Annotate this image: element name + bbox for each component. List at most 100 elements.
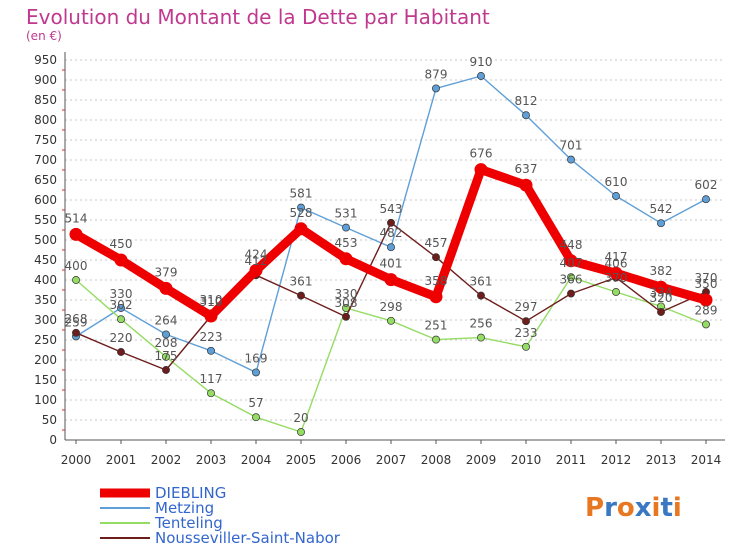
data-point — [207, 346, 215, 355]
chart-title: Evolution du Montant de la Dette par Hab… — [26, 5, 490, 29]
data-label: 370 — [695, 271, 718, 285]
series-diebling — [69, 163, 713, 323]
data-label: 676 — [470, 147, 493, 161]
series-group — [69, 72, 713, 436]
axes — [62, 52, 725, 444]
y-tick-label: 700 — [34, 153, 57, 167]
data-label: 268 — [65, 312, 88, 326]
data-label: 701 — [560, 139, 583, 153]
legend-label: Metzing — [155, 499, 214, 517]
data-label: 581 — [290, 187, 313, 201]
data-label: 310 — [200, 295, 223, 309]
data-point — [702, 320, 710, 329]
data-point — [114, 253, 128, 267]
data-label: 169 — [245, 351, 268, 365]
data-point — [162, 366, 170, 374]
data-label: 251 — [425, 319, 448, 333]
data-point — [252, 413, 260, 422]
data-label: 637 — [515, 162, 538, 176]
data-label: 20 — [293, 411, 308, 425]
data-label: 400 — [65, 259, 88, 273]
data-label: 259 — [65, 315, 88, 329]
data-label: 379 — [155, 265, 178, 279]
data-label: 264 — [155, 313, 178, 327]
data-point — [477, 72, 485, 80]
y-tick-label: 200 — [34, 353, 57, 367]
data-label: 812 — [515, 94, 538, 108]
series-metzing — [72, 72, 710, 377]
y-tick-label: 50 — [42, 413, 57, 427]
chart-subtitle: (en €) — [26, 29, 62, 43]
data-point — [564, 254, 578, 268]
data-point — [159, 281, 173, 295]
data-point — [117, 315, 125, 324]
data-label: 175 — [155, 349, 178, 363]
data-point — [387, 316, 395, 325]
data-label: 310 — [200, 293, 223, 307]
y-tick-label: 400 — [34, 273, 57, 287]
data-label: 334 — [650, 285, 673, 299]
data-point — [657, 219, 665, 228]
x-tick-label: 2000 — [61, 453, 92, 467]
y-tick-label: 350 — [34, 293, 57, 307]
data-point — [384, 273, 398, 287]
legend-label: Nousseviller-Saint-Nabor — [155, 529, 341, 547]
x-tick-labels: 2000 2001 2002 2003 2004 2005 2006 2007 2008 2009… — [61, 453, 722, 467]
data-label: 223 — [200, 330, 223, 344]
data-point — [204, 309, 218, 323]
data-label: 117 — [200, 372, 223, 386]
logo-letter: P — [585, 493, 604, 523]
data-point — [69, 227, 83, 241]
data-point — [432, 84, 440, 93]
y-tick-label: 600 — [34, 193, 57, 207]
data-label: 361 — [290, 275, 313, 289]
data-label: 308 — [335, 296, 358, 310]
data-label: 256 — [470, 317, 493, 331]
x-tick-label: 2001 — [106, 453, 137, 467]
logo-letter: r — [604, 493, 617, 523]
proxiti-logo: Proxiti — [585, 493, 682, 523]
data-label: 406 — [605, 257, 628, 271]
y-tick-label: 300 — [34, 313, 57, 327]
data-label: 910 — [470, 55, 493, 69]
data-point — [609, 266, 623, 280]
data-point — [387, 243, 395, 252]
data-label: 450 — [110, 237, 133, 251]
logo-letter: o — [617, 493, 635, 523]
data-point — [342, 312, 350, 321]
data-point — [117, 304, 125, 312]
data-point — [429, 290, 443, 304]
data-point — [72, 328, 80, 337]
data-label: 457 — [425, 236, 448, 250]
x-tick-label: 2005 — [286, 453, 317, 467]
y-tick-label: 450 — [34, 253, 57, 267]
logo-letter: i — [673, 493, 682, 523]
data-label: 528 — [290, 206, 313, 220]
data-label: 366 — [560, 273, 583, 287]
data-point — [387, 218, 395, 227]
logo-letter: i — [652, 493, 661, 523]
data-point — [207, 389, 215, 398]
logo-letter: x — [635, 493, 652, 523]
data-point — [477, 333, 485, 342]
x-tick-label: 2003 — [196, 453, 227, 467]
x-tick-label: 2007 — [376, 453, 407, 467]
data-label: 382 — [650, 264, 673, 278]
data-label: 602 — [695, 178, 718, 192]
data-point — [654, 280, 668, 294]
y-tick-label: 650 — [34, 173, 57, 187]
y-tick-label: 0 — [49, 433, 57, 447]
x-tick-label: 2008 — [421, 453, 452, 467]
data-labels: 514 450 379 310 424 528 453 401 358 676 637 448 417 3… — [65, 55, 718, 425]
data-label: 208 — [155, 336, 178, 350]
y-tick-label: 250 — [34, 333, 57, 347]
data-point — [162, 330, 170, 339]
data-point — [702, 195, 710, 204]
data-label: 320 — [650, 291, 673, 305]
data-label: 361 — [470, 275, 493, 289]
data-point — [252, 368, 260, 377]
data-label: 298 — [380, 300, 403, 314]
data-label: 289 — [695, 303, 718, 317]
data-point — [477, 291, 485, 300]
data-point — [567, 273, 575, 282]
